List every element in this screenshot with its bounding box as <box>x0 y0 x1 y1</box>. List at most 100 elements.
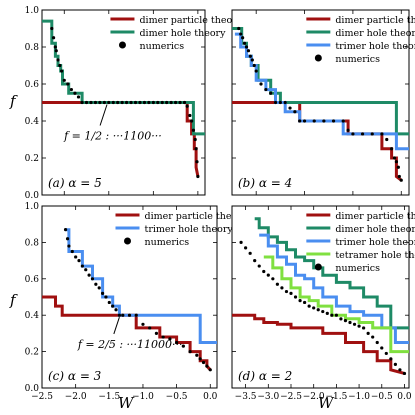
numerics-point <box>334 313 338 317</box>
numerics-point <box>322 119 326 123</box>
numerics-point <box>58 63 62 68</box>
annotation-text: f = 2/5 : ···11000··· <box>77 338 183 351</box>
numerics-point <box>357 324 361 328</box>
numerics-point <box>352 322 357 326</box>
numerics-point <box>298 299 302 303</box>
numerics-point <box>129 100 133 105</box>
annotation-arrow <box>113 317 120 335</box>
panel-label: (a) α = 5 <box>48 176 102 190</box>
legend-numerics-marker <box>118 41 126 49</box>
numerics-point <box>181 344 185 348</box>
numerics-point <box>193 137 197 142</box>
y-tick-label: 0.0 <box>25 384 40 394</box>
legend-label: numerics <box>139 41 184 52</box>
dimer-particle-theory-line <box>232 313 405 375</box>
numerics-point <box>89 100 93 105</box>
numerics-point <box>67 244 71 248</box>
numerics-point <box>392 156 397 160</box>
numerics-point <box>380 346 384 350</box>
numerics-point <box>346 128 350 132</box>
series-group <box>232 217 409 376</box>
numerics-point <box>283 100 287 105</box>
legend: dimer particle theory dimer hole theory tr… <box>306 15 415 65</box>
numerics-point <box>80 100 84 105</box>
numerics-point <box>244 45 249 49</box>
numerics-point <box>194 147 198 151</box>
numerics-point <box>348 320 352 325</box>
numerics-point <box>360 132 365 136</box>
numerics-point <box>147 100 151 105</box>
series-group <box>42 228 217 372</box>
numerics-point <box>169 100 173 105</box>
x-tick-label: −1.0 <box>132 392 154 402</box>
panel-2: dimer particle theory dimer hole theory tr… <box>231 9 415 196</box>
x-tick-label: −2.0 <box>65 392 87 402</box>
numerics-point <box>182 100 187 105</box>
x-tick-label: −1.5 <box>325 392 347 402</box>
x-tick-label: −2.5 <box>31 392 53 402</box>
y-tick-label: 0.4 <box>25 117 40 127</box>
annotation-arrow <box>99 104 108 126</box>
y-tick-label: 0.4 <box>25 311 40 321</box>
numerics-point <box>151 100 155 105</box>
y-tick-label: 0.0 <box>25 191 40 201</box>
x-tick-label: −1.0 <box>348 392 370 402</box>
numerics-point <box>185 104 189 108</box>
y-tick-label: 0.2 <box>25 348 39 358</box>
numerics-point <box>278 100 282 105</box>
y-tick-label: 0.2 <box>25 154 39 164</box>
numerics-point <box>398 368 402 372</box>
numerics-point <box>266 273 270 277</box>
numerics-point <box>262 269 266 274</box>
numerics-point <box>271 277 275 281</box>
numerics-point <box>269 91 273 95</box>
numerics-point <box>53 45 57 49</box>
numerics-point <box>54 49 58 53</box>
x-tick-label: −2.0 <box>303 392 325 402</box>
y-tick-label: 0.8 <box>25 238 40 248</box>
numerics-point <box>370 132 374 136</box>
numerics-point <box>65 237 70 241</box>
numerics-point <box>250 58 254 62</box>
numerics-point <box>107 100 111 105</box>
x-tick-label: −2.5 <box>280 392 302 402</box>
numerics-point <box>397 174 401 179</box>
legend-numerics-marker <box>124 237 131 245</box>
numerics-point <box>98 100 102 105</box>
numerics-point <box>394 160 399 164</box>
legend-label: dimer particle theory <box>335 211 415 222</box>
numerics-point <box>396 165 400 169</box>
numerics-point <box>188 350 192 354</box>
numerics-point <box>90 277 95 281</box>
legend-label: dimer hole theory <box>139 28 226 39</box>
annotation-text: f = 1/2 : ···1100··· <box>63 130 162 143</box>
panel-label: (b) α = 4 <box>238 176 292 190</box>
numerics-point <box>116 100 120 105</box>
numerics-point <box>246 49 251 53</box>
x-tick-label: −1.5 <box>98 392 120 402</box>
numerics-point <box>66 82 70 86</box>
numerics-point <box>174 100 178 105</box>
numerics-point <box>237 26 241 31</box>
numerics-point <box>62 78 66 82</box>
numerics-point <box>76 95 81 99</box>
y-tick-label: 0.6 <box>25 275 40 285</box>
panel-label: (d) α = 2 <box>238 369 292 383</box>
numerics-point <box>253 259 257 263</box>
numerics-point <box>302 119 307 123</box>
tetramer-hole-theory-line <box>263 255 409 354</box>
legend-label: tetramer hole theory <box>335 250 415 261</box>
legend-numerics-marker <box>314 54 322 62</box>
dimer-particle-theory-line <box>42 295 212 371</box>
numerics-point <box>289 291 293 295</box>
legend-label: dimer hole theory <box>335 224 415 235</box>
numerics-point <box>134 313 138 317</box>
numerics-point <box>188 113 192 118</box>
numerics-point <box>205 364 209 368</box>
numerics-point <box>121 313 125 317</box>
numerics-point <box>63 228 68 232</box>
numerics-point <box>154 331 159 335</box>
y-axis-label-top: f <box>9 92 18 110</box>
numerics-point <box>254 69 258 73</box>
